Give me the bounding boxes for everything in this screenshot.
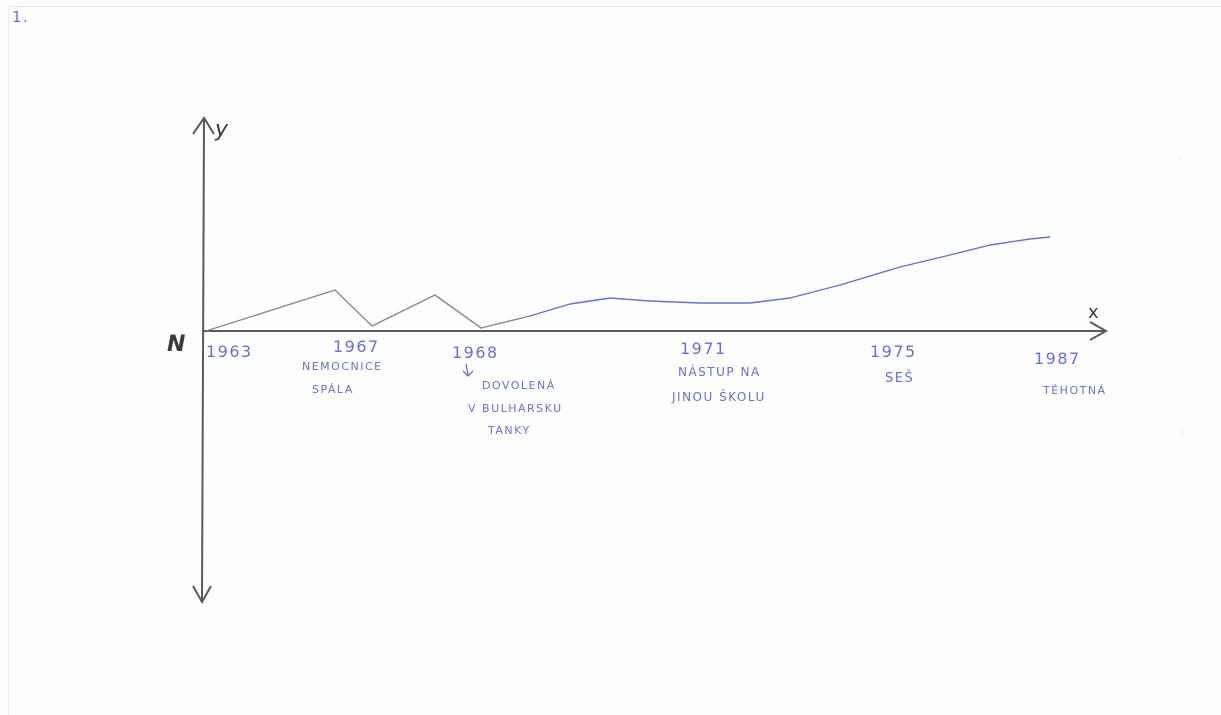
- event-label-1968-line2: V BULHARSKU: [468, 402, 563, 415]
- event-year-1971: 1971: [680, 339, 727, 358]
- scan-speck: [1182, 431, 1184, 433]
- y-axis-line: [201, 119, 205, 601]
- event-label-1971-line2: JINOU ŠKOLU: [671, 389, 766, 404]
- event-year-1967: 1967: [333, 337, 380, 356]
- event-label-1975-line1: SEŠ: [885, 370, 914, 386]
- y-axis-arrow-down: [192, 585, 212, 605]
- event-year-1987: 1987: [1034, 349, 1081, 368]
- y-axis-label: y: [214, 117, 229, 142]
- event-label-1968-line3: TANKY: [487, 424, 531, 437]
- life-curve-pen-segment: [529, 236, 1051, 317]
- x-axis-arrow: [1089, 321, 1109, 341]
- event-label-1968-line1: DOVOLENÁ: [482, 379, 556, 392]
- event-year-1963: 1963: [206, 342, 253, 361]
- event-label-1967-line1: NEMOCNICE: [302, 360, 383, 373]
- scan-speck: [1179, 157, 1181, 159]
- scan-speck: [127, 551, 129, 553]
- event-label-1971-line1: NÁSTUP NA: [678, 364, 761, 379]
- event-year-1968: 1968: [452, 343, 499, 362]
- event-year-1975: 1975: [870, 342, 917, 361]
- event-label-1967-line2: SPÁLA: [312, 383, 354, 396]
- life-curve-pencil-segment: [205, 289, 531, 332]
- page-number: 1.: [12, 8, 29, 26]
- arrow-down-icon: [462, 363, 474, 377]
- sheet-edge-left: [8, 6, 9, 715]
- x-axis-label: x: [1088, 302, 1099, 323]
- event-label-1987-line1: TĚHOTNÁ: [1042, 384, 1107, 397]
- sheet-edge-top: [8, 6, 1221, 7]
- y-axis-arrow-up: [192, 116, 215, 135]
- origin-label: N: [167, 332, 185, 357]
